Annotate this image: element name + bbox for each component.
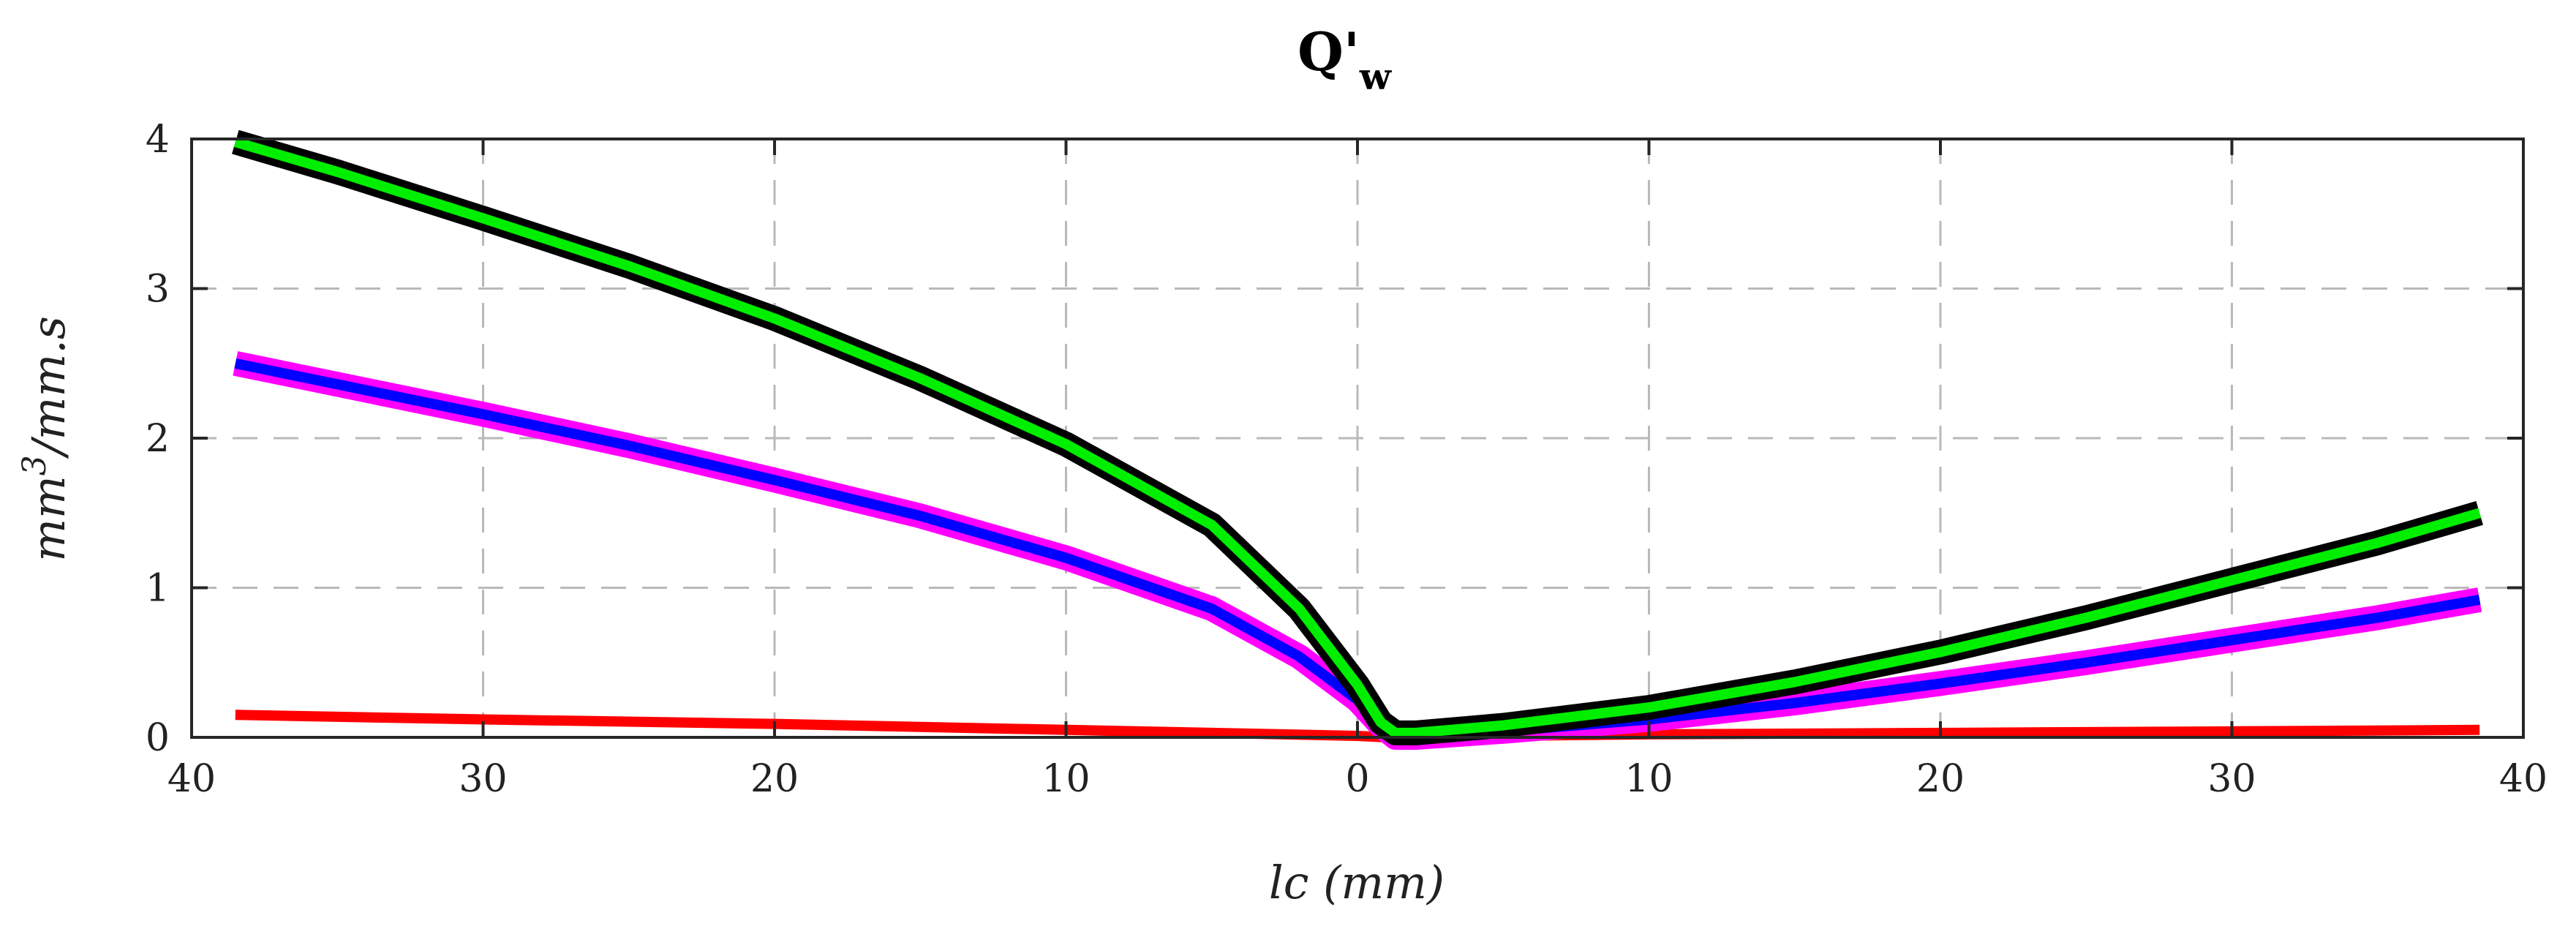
x-tick-label: 10 — [1624, 757, 1673, 801]
x-axis-label: lc (mm) — [1269, 856, 1445, 909]
y-axis-label-superscript: 3 — [16, 455, 53, 475]
x-tick-label: 20 — [1916, 757, 1965, 801]
x-tick-labels: 40 30 20 10 0 10 20 30 40 — [167, 757, 2547, 801]
x-tick-label: 30 — [459, 757, 507, 801]
series-group — [232, 129, 2483, 750]
x-tick-label: 20 — [750, 757, 799, 801]
y-tick-label: 2 — [146, 417, 170, 461]
y-tick-label: 3 — [146, 268, 170, 312]
x-tick-label: 0 — [1345, 757, 1369, 801]
y-axis-label: mm3/mm.s — [16, 316, 75, 562]
x-tick-label: 30 — [2207, 757, 2256, 801]
tick-marks — [190, 138, 2525, 739]
chart-title-main: Q' — [1298, 20, 1360, 83]
y-tick-label: 1 — [146, 567, 170, 611]
y-tick-label: 0 — [146, 716, 170, 760]
chart-title-subscript: w — [1359, 55, 1393, 98]
y-axis-label-rest: /mm.s — [22, 316, 75, 459]
grid — [192, 139, 2523, 737]
x-tick-label: 40 — [2499, 757, 2547, 801]
y-axis-label-base: mm — [22, 475, 75, 562]
x-tick-label: 10 — [1042, 757, 1090, 801]
x-tick-label: 40 — [167, 757, 216, 801]
y-tick-labels: 0 1 2 3 4 — [146, 118, 170, 760]
chart-title: Q'w — [1298, 20, 1393, 98]
series-green-line — [233, 137, 2482, 738]
y-tick-label: 4 — [146, 118, 170, 162]
